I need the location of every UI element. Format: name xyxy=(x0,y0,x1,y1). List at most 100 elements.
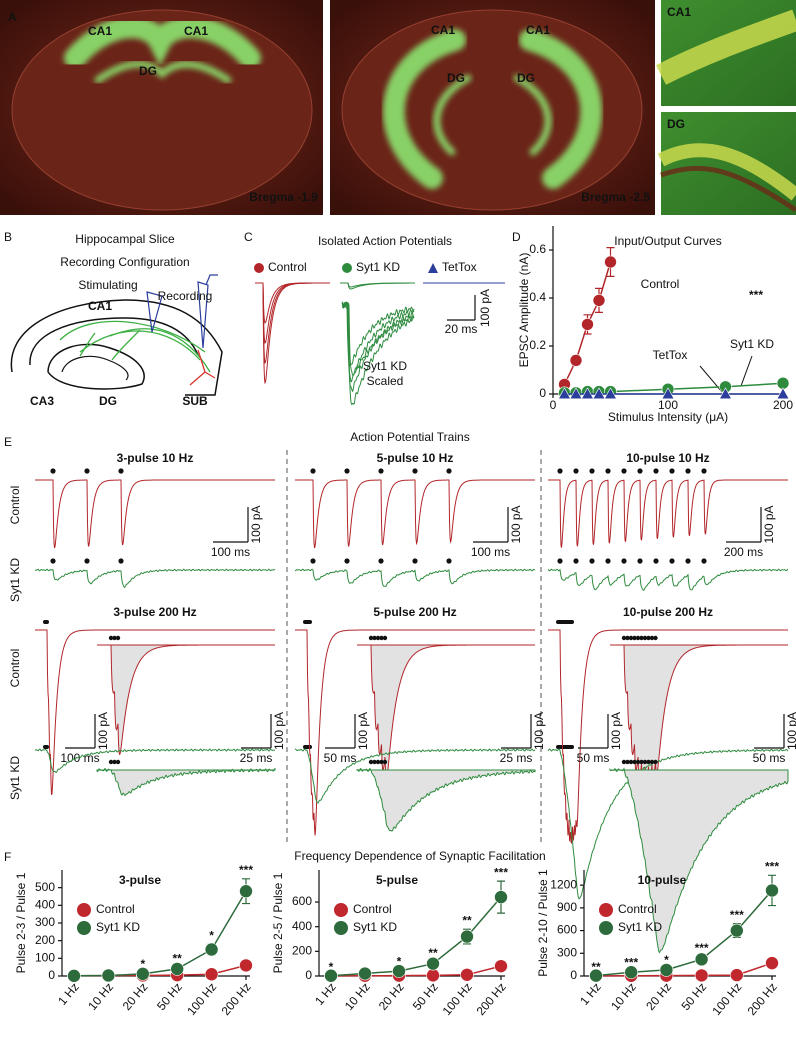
x-tick-label: 1 Hz xyxy=(55,980,82,1008)
x-tick-label: 20 Hz xyxy=(120,980,151,1013)
legend-marker xyxy=(334,903,348,917)
y-tick-label: 200 xyxy=(292,944,312,958)
scale-label: 100 ms xyxy=(211,545,250,559)
electrode-wire xyxy=(205,274,218,286)
significance: *** xyxy=(765,859,779,873)
scale-label: 100 pA xyxy=(96,712,110,750)
x-tick-label: 10 Hz xyxy=(608,980,639,1013)
trace xyxy=(341,301,415,377)
fiber xyxy=(59,320,206,353)
stimulus-bar xyxy=(43,745,49,749)
marker xyxy=(659,963,674,977)
trace-note: Scaled xyxy=(367,374,404,388)
region-label: CA1 xyxy=(184,24,208,38)
significance: * xyxy=(397,955,402,969)
series-label: Syt1 KD xyxy=(730,337,774,351)
stimulus-dot xyxy=(639,759,644,765)
stimulus-dot xyxy=(446,468,452,474)
stimulus-dot xyxy=(639,635,644,641)
legend-marker xyxy=(599,903,613,917)
stimulus-bar xyxy=(556,745,574,749)
scale-label: 50 ms xyxy=(753,751,786,765)
chart-title: 5-pulse xyxy=(376,873,418,887)
x-tick-label: 200 Hz xyxy=(474,980,509,1018)
legend-marker xyxy=(334,921,348,935)
x-tick-label: 200 Hz xyxy=(219,980,254,1018)
region-label: DG xyxy=(447,71,465,85)
y-tick-label: 300 xyxy=(557,945,577,959)
panel-title: Hippocampal Slice xyxy=(75,232,175,246)
significance: ** xyxy=(428,946,438,960)
row-label: Syt1 KD xyxy=(8,756,22,800)
marker xyxy=(580,387,595,400)
hippocampus xyxy=(94,60,232,84)
significance: *** xyxy=(624,956,638,970)
trace xyxy=(295,479,535,549)
legend-label: Control xyxy=(353,902,392,916)
panel-letter: D xyxy=(512,230,521,244)
trace xyxy=(547,568,789,591)
series-line xyxy=(73,964,247,977)
legend-label: Control xyxy=(268,260,307,274)
marker xyxy=(661,387,675,400)
diagram-label: SUB xyxy=(182,394,208,408)
x-tick-label: 50 Hz xyxy=(410,980,441,1013)
x-tick-label: 50 Hz xyxy=(154,980,185,1013)
trace xyxy=(609,767,789,954)
trace-title: 5-pulse 200 Hz xyxy=(373,605,456,619)
stimulus-dot xyxy=(344,558,350,564)
legend-marker xyxy=(599,921,613,935)
stimulus-dot xyxy=(635,635,641,641)
stimulus-dot xyxy=(628,759,634,765)
stimulus-dot xyxy=(653,468,659,474)
stimulus-dot xyxy=(653,759,658,765)
stimulus-dot xyxy=(310,558,316,564)
hippocampus xyxy=(383,29,466,189)
stimulus-dot xyxy=(50,558,56,564)
scale-label: 100 pA xyxy=(249,505,263,543)
trace xyxy=(255,282,330,344)
stimulus-dot xyxy=(573,468,579,474)
marker xyxy=(204,967,219,982)
stimulus-dot xyxy=(642,635,648,641)
significance: *** xyxy=(695,941,709,955)
significance: ** xyxy=(591,960,601,974)
scale-label: 100 ms xyxy=(471,545,510,559)
electrode xyxy=(197,281,209,349)
trace xyxy=(97,644,275,756)
x-tick-label: 100 xyxy=(658,398,678,412)
image-caption: Bregma -2.5 xyxy=(581,190,650,204)
y-tick-label: 0 xyxy=(539,386,546,400)
x-tick-label: 1 Hz xyxy=(577,980,604,1008)
y-tick-label: 200 xyxy=(35,933,55,947)
scale-label: 25 ms xyxy=(240,751,273,765)
panel-letter: F xyxy=(4,850,11,864)
panel-letter: A xyxy=(8,10,17,24)
stimulus-dot xyxy=(378,558,384,564)
significance: * xyxy=(140,957,145,971)
trace xyxy=(340,282,415,290)
marker xyxy=(729,923,744,938)
trace xyxy=(341,301,415,405)
significance: *** xyxy=(239,863,253,877)
stimulus-dot xyxy=(112,759,117,765)
trace-title: 3-pulse 10 Hz xyxy=(117,451,194,465)
legend-marker xyxy=(77,903,91,917)
stimulus-dot xyxy=(632,635,637,641)
scale-label: 100 pA xyxy=(609,712,623,750)
stimulus-dot xyxy=(589,558,595,564)
x-axis-label: Stimulus Intensity (μA) xyxy=(608,410,728,424)
stimulus-dot xyxy=(108,759,114,765)
trace xyxy=(548,479,788,548)
hippocampus xyxy=(433,74,472,156)
y-tick-label: 600 xyxy=(292,894,312,908)
y-tick-label: 0 xyxy=(570,968,577,982)
row-label: Control xyxy=(8,649,22,688)
marker xyxy=(426,968,440,983)
x-tick-label: 100 Hz xyxy=(184,980,219,1018)
y-axis-label: EPSC Amplitude (nA) xyxy=(517,253,531,368)
marker xyxy=(694,968,709,983)
fiber xyxy=(79,332,96,357)
legend-label: Syt1 KD xyxy=(353,920,397,934)
stimulus-dot xyxy=(118,558,124,564)
